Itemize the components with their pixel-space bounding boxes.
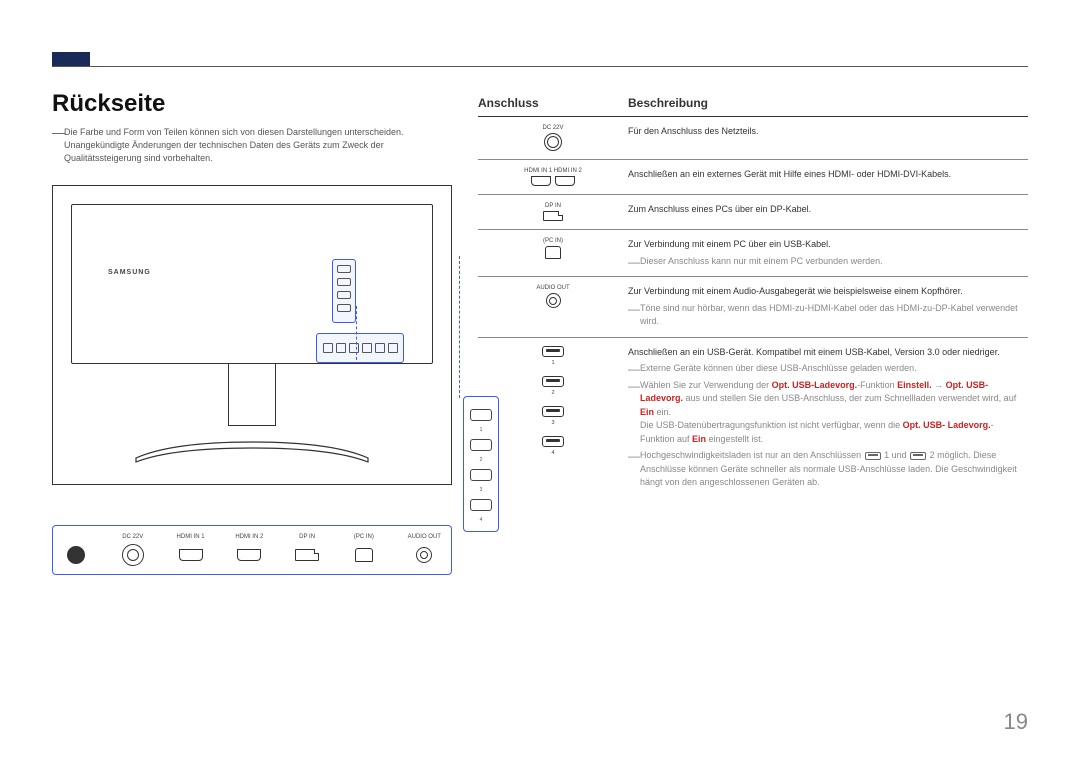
port-hdmi1: HDMI IN 1 xyxy=(177,534,205,568)
th-anschluss: Anschluss xyxy=(478,96,628,110)
disclaimer: ― Die Farbe und Form von Teilen können s… xyxy=(52,126,452,165)
table-row: DC 22V Für den Anschluss des Netzteils. xyxy=(478,117,1028,160)
stand-base xyxy=(132,438,372,466)
hdmi-icon xyxy=(531,176,575,186)
desc-usb: Anschließen an ein USB-Gerät. Kompatibel… xyxy=(628,346,1028,360)
table-row: AUDIO OUT Zur Verbindung mit einem Audio… xyxy=(478,277,1028,338)
table-row: (PC IN) Zur Verbindung mit einem PC über… xyxy=(478,230,1028,277)
page-title: Rückseite xyxy=(52,90,452,118)
usb-a-icons: 1 2 3 4 xyxy=(542,346,564,456)
note-usb-opt: ― Wählen Sie zur Verwendung der Opt. USB… xyxy=(628,379,1028,447)
monitor-rear-diagram: SAMSUNG 1 2 3 4 xyxy=(52,185,452,485)
table-row: DP IN Zum Anschluss eines PCs über ein D… xyxy=(478,195,1028,230)
port-table: Anschluss Beschreibung DC 22V Für den An… xyxy=(478,96,1028,498)
desc-dp: Zum Anschluss eines PCs über ein DP-Kabe… xyxy=(628,203,1028,221)
note-usb-fast: ― Hochgeschwindigkeitsladen ist nur an d… xyxy=(628,449,1028,490)
desc-audio: Zur Verbindung mit einem Audio-Ausgabege… xyxy=(628,285,1028,299)
dc-icon xyxy=(544,133,562,151)
note-usb-charge: ―Externe Geräte können über diese USB-An… xyxy=(628,362,1028,376)
page-number: 19 xyxy=(1004,709,1028,735)
rear-port-highlight xyxy=(316,333,404,363)
desc-pcin: Zur Verbindung mit einem PC über ein USB… xyxy=(628,238,1028,252)
bottom-port-panel: DC 22V HDMI IN 1 HDMI IN 2 DP IN (PC IN)… xyxy=(52,525,452,575)
port-joystick xyxy=(63,540,89,568)
port-dc: DC 22V xyxy=(120,534,146,568)
th-beschreibung: Beschreibung xyxy=(628,96,1028,110)
disclaimer-text: Die Farbe und Form von Teilen können sic… xyxy=(64,127,404,163)
desc-hdmi: Anschließen an ein externes Gerät mit Hi… xyxy=(628,168,1028,186)
audio-jack-icon xyxy=(546,293,561,308)
note-pcin: ―Dieser Anschluss kann nur mit einem PC … xyxy=(628,255,1028,269)
side-port-highlight xyxy=(332,259,356,323)
header-accent xyxy=(52,52,90,66)
note-audio: ―Töne sind nur hörbar, wenn das HDMI-zu-… xyxy=(628,302,1028,329)
port-hdmi2: HDMI IN 2 xyxy=(235,534,263,568)
header-rule xyxy=(52,66,1028,67)
port-dp: DP IN xyxy=(294,534,320,568)
dp-icon xyxy=(543,211,563,221)
table-row: 1 2 3 4 Anschließen an ein USB-Gerät. Ko… xyxy=(478,338,1028,498)
port-pcin: (PC IN) xyxy=(351,534,377,568)
usb-inline-icon xyxy=(910,452,926,460)
port-audio: AUDIO OUT xyxy=(408,534,441,568)
table-row: HDMI IN 1 HDMI IN 2 Anschließen an ein e… xyxy=(478,160,1028,195)
usb-b-icon xyxy=(545,246,561,259)
usb-inline-icon xyxy=(865,452,881,460)
left-column: Rückseite ― Die Farbe und Form von Teile… xyxy=(52,90,452,575)
samsung-logo: SAMSUNG xyxy=(108,269,151,276)
desc-dc: Für den Anschluss des Netzteils. xyxy=(628,125,1028,151)
